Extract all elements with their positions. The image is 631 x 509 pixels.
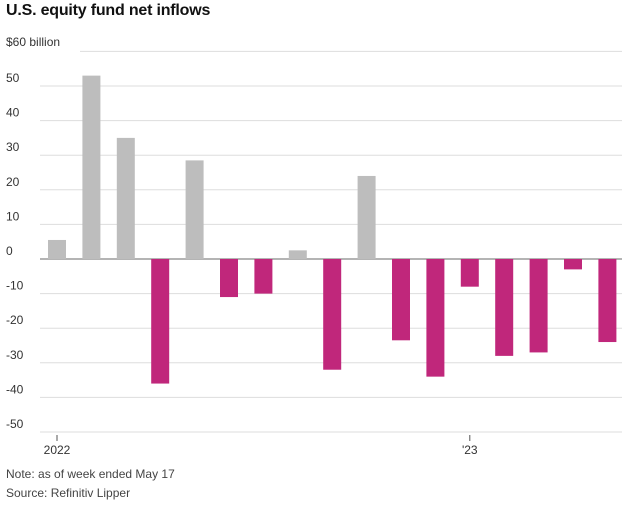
- bar-negative: [564, 259, 582, 270]
- bar-negative: [220, 259, 238, 298]
- y-tick-label: 10: [6, 209, 20, 223]
- x-axis: 2022 '23: [44, 435, 478, 457]
- chart-note: Note: as of week ended May 17: [6, 467, 175, 481]
- bar-negative: [254, 259, 273, 294]
- y-axis-labels: -50 -40 -30 -20 -10 0 10 20 30 40 50: [6, 71, 24, 431]
- y-tick-label: 30: [6, 140, 20, 154]
- bar-positive: [288, 250, 307, 259]
- bar-negative: [392, 259, 410, 341]
- bar-chart: -50 -40 -30 -20 -10 0 10 20 30 40 50 2022 '23 $60 b…: [6, 35, 622, 457]
- y-tick-label: 0: [6, 244, 13, 258]
- y-tick-label: -40: [6, 382, 24, 396]
- bar-positive: [48, 239, 66, 259]
- y-tick-label: -10: [6, 279, 24, 293]
- bar-positive: [82, 75, 101, 260]
- x-tick-label: '23: [462, 443, 478, 457]
- y-unit-label: $60 billion: [6, 35, 60, 49]
- y-tick-label: 20: [6, 175, 20, 189]
- bar-positive: [185, 160, 204, 259]
- bar-negative: [529, 259, 548, 353]
- chart-source: Source: Refinitiv Lipper: [6, 486, 131, 500]
- y-tick-label: -20: [6, 313, 24, 327]
- bar-positive: [116, 137, 135, 259]
- y-tick-label: 40: [6, 106, 20, 120]
- bars: [48, 75, 617, 384]
- y-tick-label: -30: [6, 348, 24, 362]
- y-tick-label: 50: [6, 71, 20, 85]
- bar-negative: [495, 259, 514, 356]
- bar-positive: [357, 175, 376, 259]
- bar-negative: [151, 259, 170, 384]
- y-tick-label: -50: [6, 417, 24, 431]
- bar-negative: [426, 259, 445, 377]
- bar-negative: [598, 259, 617, 343]
- bar-negative: [323, 259, 342, 370]
- bar-negative: [460, 259, 479, 287]
- x-tick-label: 2022: [44, 443, 71, 457]
- chart-title: U.S. equity fund net inflows: [6, 2, 211, 19]
